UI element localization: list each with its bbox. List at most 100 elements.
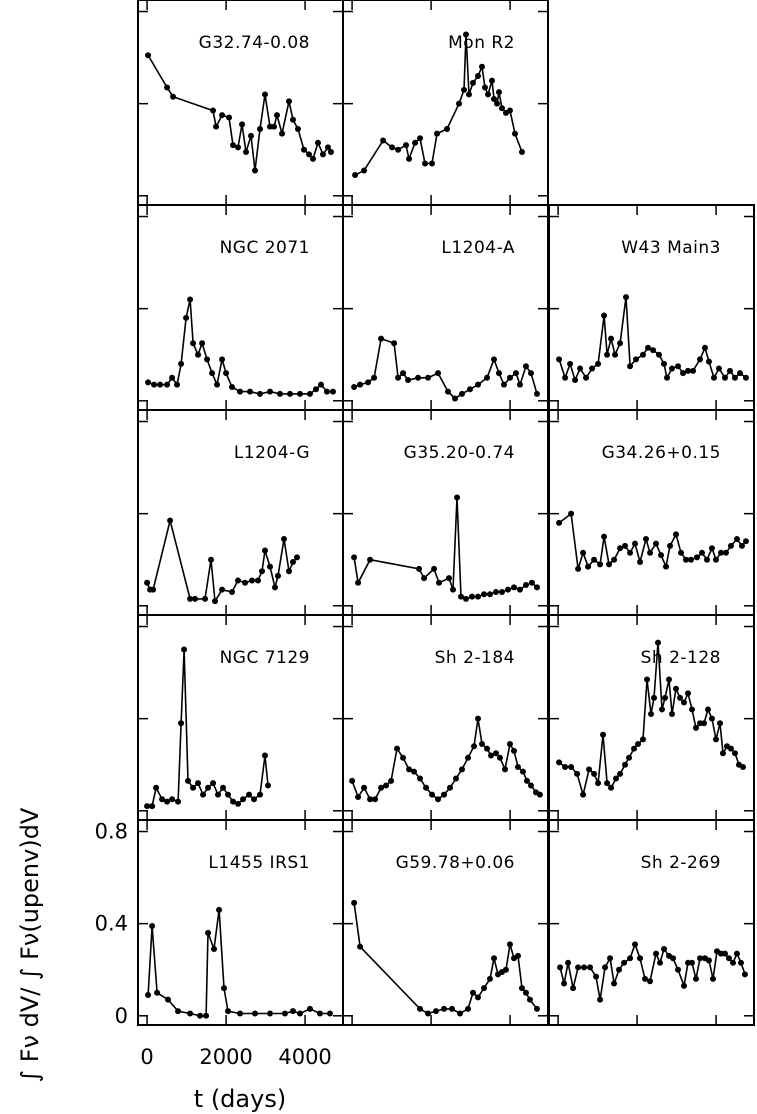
- data-point: [502, 966, 509, 973]
- data-point: [153, 784, 160, 791]
- data-point: [235, 800, 242, 807]
- data-point: [669, 711, 675, 718]
- data-point: [585, 563, 592, 570]
- data-point: [389, 144, 396, 151]
- data-point: [466, 91, 473, 98]
- data-point: [644, 676, 651, 683]
- data-point: [323, 388, 330, 395]
- data-point: [661, 360, 668, 367]
- data-point: [145, 52, 152, 59]
- data-point: [580, 791, 587, 798]
- data-point: [215, 791, 222, 798]
- data-point: [378, 335, 385, 342]
- data-point: [527, 370, 534, 377]
- data-point: [411, 768, 418, 775]
- data-point: [608, 335, 615, 342]
- data-point: [612, 351, 619, 358]
- data-point: [365, 379, 372, 386]
- data-point: [661, 945, 668, 952]
- data-point: [710, 975, 716, 982]
- data-point: [216, 906, 223, 913]
- data-line: [353, 902, 538, 1015]
- data-point: [658, 552, 665, 559]
- data-point: [522, 582, 529, 589]
- data-point: [167, 517, 174, 524]
- data-point: [491, 96, 498, 103]
- data-point: [312, 386, 319, 393]
- data-point: [601, 312, 608, 319]
- data-point: [251, 167, 258, 174]
- data-line: [353, 497, 538, 600]
- data-point: [581, 964, 588, 971]
- data-point: [267, 1010, 274, 1017]
- data-point: [452, 395, 459, 402]
- data-point: [504, 586, 511, 593]
- data-point: [491, 955, 498, 962]
- data-point: [431, 565, 438, 572]
- data-point: [415, 374, 422, 381]
- data-point: [174, 381, 181, 388]
- y-tick-label: 0.8: [95, 820, 128, 844]
- data-point: [522, 363, 529, 370]
- data-point: [465, 1005, 472, 1012]
- data-point: [326, 1010, 333, 1017]
- data-point: [738, 542, 745, 549]
- data-point: [459, 766, 466, 773]
- data-point: [657, 959, 664, 966]
- data-line: [147, 909, 330, 1017]
- data-point: [665, 676, 672, 683]
- data-point: [632, 941, 639, 948]
- data-point: [169, 796, 176, 803]
- data-point: [583, 374, 590, 381]
- data-point: [270, 123, 277, 130]
- data-point: [651, 694, 658, 701]
- data-point: [306, 1005, 313, 1012]
- data-point: [246, 791, 253, 798]
- data-point: [486, 975, 493, 982]
- data-point: [506, 374, 513, 381]
- y-axis-label: ∫ Fν dV/ ∫ Fν(upenv)dV: [16, 807, 44, 1082]
- data-point: [219, 112, 226, 119]
- data-point: [380, 137, 387, 144]
- data-point: [243, 149, 250, 156]
- data-point: [557, 964, 564, 971]
- data-point: [210, 107, 217, 114]
- data-point: [471, 743, 478, 750]
- data-point: [351, 554, 358, 561]
- data-point: [692, 975, 699, 982]
- data-point: [481, 84, 488, 91]
- data-point: [210, 780, 217, 787]
- data-point: [259, 568, 266, 575]
- data-point: [463, 595, 469, 602]
- data-point: [640, 736, 647, 743]
- data-point: [567, 360, 574, 367]
- data-point: [506, 941, 513, 948]
- data-point: [187, 296, 194, 303]
- data-point: [645, 344, 652, 351]
- data-point: [261, 547, 268, 554]
- data-point: [305, 151, 312, 158]
- data-point: [286, 568, 293, 575]
- data-point: [190, 340, 197, 347]
- data-point: [611, 980, 618, 987]
- data-point: [257, 125, 264, 132]
- data-point: [149, 922, 156, 929]
- data-point: [327, 149, 334, 156]
- data-point: [261, 752, 268, 759]
- data-point: [506, 740, 513, 747]
- data-point: [205, 784, 212, 791]
- data-point: [631, 745, 638, 752]
- data-point: [662, 563, 669, 570]
- data-point: [212, 598, 219, 605]
- data-point: [536, 791, 543, 798]
- data-point: [469, 79, 476, 86]
- data-point: [221, 985, 228, 992]
- data-point: [417, 135, 424, 142]
- data-point: [187, 595, 194, 602]
- data-point: [469, 593, 476, 600]
- data-point: [352, 172, 359, 179]
- data-point: [145, 992, 152, 999]
- data-point: [533, 390, 540, 397]
- data-point: [223, 370, 230, 377]
- data-point: [226, 114, 233, 121]
